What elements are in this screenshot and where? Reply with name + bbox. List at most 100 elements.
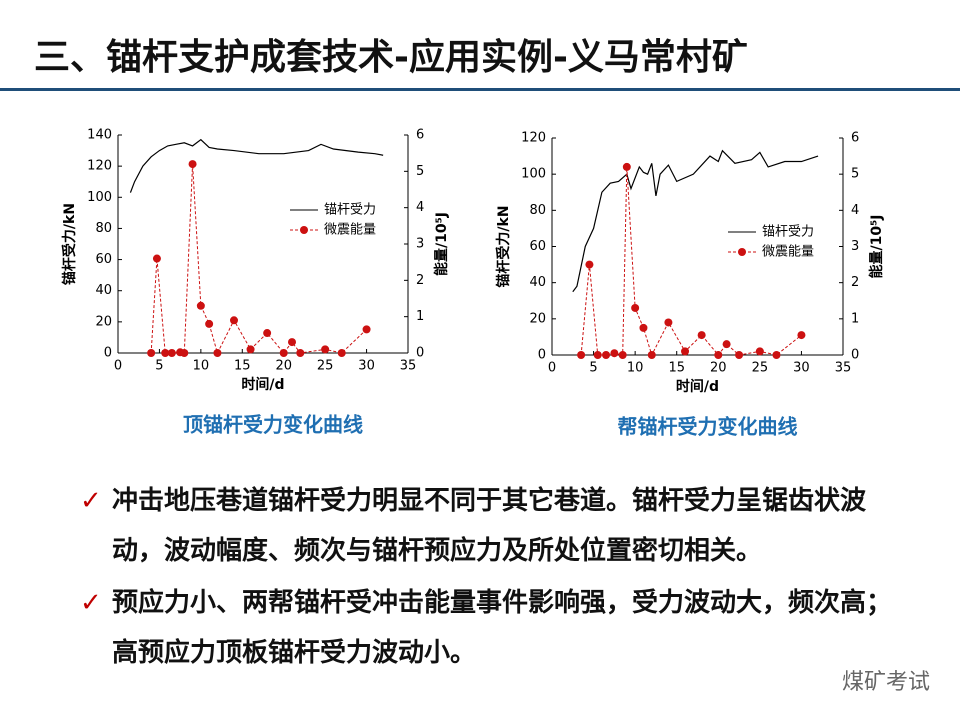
point xyxy=(697,331,706,340)
series-line xyxy=(129,138,384,193)
x-axis-label: 时间/d xyxy=(676,378,719,395)
y-tick-label: 0 xyxy=(104,346,112,361)
slide-title: 三、锚杆支护成套技术-应用实例-义马常村矿 xyxy=(34,37,748,78)
y2-tick-label: 6 xyxy=(851,131,859,146)
point xyxy=(618,351,627,359)
legend-label: 微震能量 xyxy=(762,245,814,260)
check-icon: ✓ xyxy=(80,588,102,618)
y2-tick-label: 4 xyxy=(416,200,424,215)
point xyxy=(797,331,806,340)
legend-label: 微震能量 xyxy=(324,223,376,238)
x-tick-label: 0 xyxy=(548,361,556,376)
point xyxy=(622,162,631,171)
y2-tick-label: 5 xyxy=(851,167,859,182)
y-tick-label: 80 xyxy=(95,221,112,236)
legend-marker xyxy=(738,248,746,256)
x-axis-label: 时间/d xyxy=(241,376,284,393)
x-tick-label: 10 xyxy=(627,361,644,376)
point xyxy=(321,345,330,354)
point xyxy=(161,349,170,357)
y2-tick-label: 2 xyxy=(416,273,424,288)
y-tick-label: 100 xyxy=(87,190,112,205)
point xyxy=(152,254,161,263)
y2-tick-label: 1 xyxy=(851,311,859,326)
point xyxy=(180,349,189,357)
chart-caption: 帮锚杆受力变化曲线 xyxy=(618,415,798,439)
point xyxy=(362,325,371,334)
y-tick-label: 140 xyxy=(87,128,112,143)
x-tick-label: 25 xyxy=(752,361,769,376)
point xyxy=(230,316,238,325)
point xyxy=(722,340,731,349)
y2-tick-label: 3 xyxy=(851,239,859,254)
point xyxy=(205,319,214,328)
point xyxy=(664,318,673,327)
chart-caption: 顶锚杆受力变化曲线 xyxy=(183,413,363,437)
point xyxy=(772,351,781,359)
series-line xyxy=(150,164,367,355)
title-rule xyxy=(0,88,960,91)
bullet-text: 冲击地压巷道锚杆受力明显不同于其它巷道。锚杆受力呈锯齿状波动，波动幅度、频次与锚… xyxy=(112,486,867,566)
point xyxy=(577,351,586,359)
point xyxy=(296,349,305,357)
x-tick-label: 20 xyxy=(275,359,292,374)
bullet-text: 预应力小、两帮锚杆受冲击能量事件影响强，受力波动大，频次高；高预应力顶板锚杆受力… xyxy=(112,588,893,668)
y-axis-label: 锚杆受力/kN xyxy=(495,205,512,287)
x-tick-label: 20 xyxy=(710,361,727,376)
point xyxy=(337,349,346,357)
x-tick-label: 0 xyxy=(114,359,122,374)
series-line xyxy=(580,166,802,357)
point xyxy=(188,160,197,169)
point xyxy=(147,349,156,357)
point xyxy=(167,349,176,357)
legend-marker xyxy=(300,226,308,234)
bullet: ✓ 冲击地压巷道锚杆受力明显不同于其它巷道。锚杆受力呈锯齿状波动，波动幅度、频次与… xyxy=(80,476,910,576)
point xyxy=(602,351,611,359)
point xyxy=(714,351,723,359)
y2-axis-label: 能量/10⁵J xyxy=(868,215,885,279)
x-tick-label: 35 xyxy=(835,361,852,376)
y2-tick-label: 0 xyxy=(416,346,424,361)
point xyxy=(610,349,619,358)
point xyxy=(196,301,205,310)
x-tick-label: 15 xyxy=(234,359,251,374)
y2-tick-label: 0 xyxy=(851,348,859,363)
y-tick-label: 100 xyxy=(521,167,546,182)
point xyxy=(585,260,594,269)
x-tick-label: 25 xyxy=(317,359,334,374)
y2-tick-label: 3 xyxy=(416,237,424,252)
y-tick-label: 120 xyxy=(521,131,546,146)
legend-label: 锚杆受力 xyxy=(324,203,376,218)
y-tick-label: 0 xyxy=(538,348,546,363)
y-tick-label: 40 xyxy=(529,275,546,290)
point xyxy=(263,329,272,338)
y-tick-label: 60 xyxy=(529,239,546,254)
y-tick-label: 40 xyxy=(95,283,112,298)
y-tick-label: 20 xyxy=(95,314,112,329)
y2-tick-label: 1 xyxy=(416,309,424,324)
point xyxy=(735,351,744,359)
x-tick-label: 15 xyxy=(668,361,685,376)
x-tick-label: 30 xyxy=(358,359,375,374)
y-tick-label: 20 xyxy=(529,311,546,326)
y2-tick-label: 5 xyxy=(416,164,424,179)
x-tick-label: 5 xyxy=(155,359,163,374)
x-tick-label: 10 xyxy=(193,359,210,374)
legend-label: 锚杆受力 xyxy=(762,225,814,240)
x-tick-label: 5 xyxy=(589,361,597,376)
bullet: ✓ 预应力小、两帮锚杆受冲击能量事件影响强，受力波动大，频次高；高预应力顶板锚杆受… xyxy=(80,578,910,678)
y2-tick-label: 6 xyxy=(416,128,424,143)
point xyxy=(279,349,288,357)
point xyxy=(681,347,690,356)
y-tick-label: 120 xyxy=(87,159,112,174)
point xyxy=(246,345,255,354)
series-line xyxy=(572,149,819,293)
y2-tick-label: 4 xyxy=(851,203,859,218)
point xyxy=(647,351,656,359)
y-tick-label: 80 xyxy=(529,203,546,218)
point xyxy=(213,349,222,357)
y2-tick-label: 2 xyxy=(851,275,859,290)
y-axis-label: 锚杆受力/kN xyxy=(61,203,78,285)
point xyxy=(631,303,640,312)
